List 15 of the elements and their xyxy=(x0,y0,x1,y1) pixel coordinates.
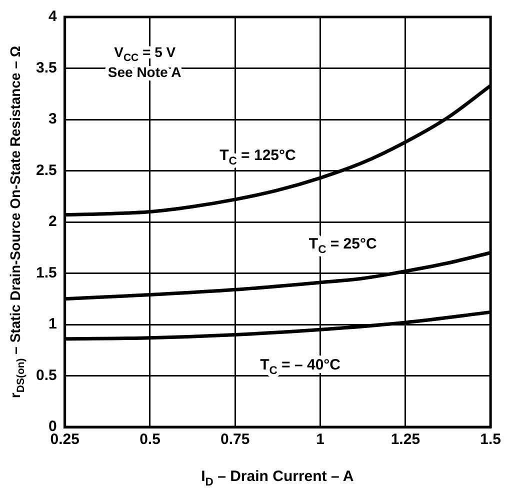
y-tick-label: 0.5 xyxy=(36,366,57,384)
x-tick-label: 1.25 xyxy=(390,431,420,448)
y-tick-label: 1.5 xyxy=(36,264,57,282)
y-axis-title: rDS(on) – Static Drain-Source On-State Resistance – Ω xyxy=(7,46,28,398)
y-tick-label: 4 xyxy=(48,8,58,26)
x-tick-label: 1.5 xyxy=(480,431,502,448)
y-tick-label: 3.5 xyxy=(36,59,57,76)
y-tick-label: 1 xyxy=(48,316,57,333)
x-tick-label: 0.25 xyxy=(50,431,80,448)
x-tick-label: 1 xyxy=(316,431,324,448)
y-tick-label: 2.5 xyxy=(36,162,57,179)
y-tick-label: 3 xyxy=(48,110,57,128)
y-tick-label: 2 xyxy=(48,213,57,230)
x-tick-label: 0.75 xyxy=(220,431,250,448)
x-tick-label: 0.5 xyxy=(140,431,160,448)
